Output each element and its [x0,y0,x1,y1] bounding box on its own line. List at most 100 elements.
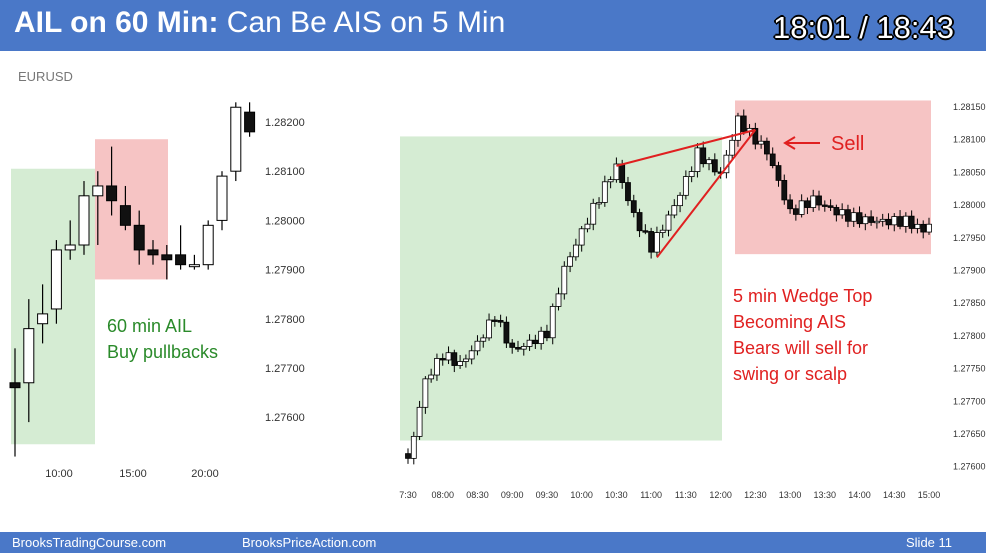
candle-bull [422,378,429,408]
candle-bull [230,106,242,172]
y-tick-label: 1.27900 [953,266,986,276]
candle-bear [532,339,539,345]
candle-bull [596,202,602,205]
candle-bear [711,159,718,173]
candle-bear [897,216,903,227]
candle-bull [735,115,741,141]
candle-bull [601,181,608,203]
candle-bear [868,216,875,223]
wedge-upper-line [616,128,756,167]
x-tick-label: 20:00 [191,468,219,480]
candle-bear [405,453,411,459]
y-tick-label: 1.27600 [953,462,986,472]
candle-bull [810,195,817,208]
candle-bear [740,115,747,132]
y-tick-label: 1.28100 [953,135,986,145]
bull-zone-5min [400,136,722,441]
candle-bull [677,194,683,207]
y-tick-label: 1.27650 [953,429,986,439]
candle-bear [642,230,649,233]
x-tick-label: 10:00 [45,468,73,480]
candle-bear [827,205,834,208]
y-tick-label: 1.28100 [265,166,305,178]
candle-bull [758,140,765,145]
y-tick-label: 1.27700 [265,363,305,375]
candle-bull [729,139,736,156]
x-tick-label: 14:00 [848,490,871,500]
candle-bull [188,264,200,268]
video-timer: 18:01 / 18:43 [773,10,954,45]
candle-bear [630,200,637,213]
candle-bull [682,176,689,196]
candle-bear [781,180,788,201]
candle-bull [428,374,435,380]
candle-bear [175,254,187,266]
candle-bear [752,127,759,145]
footer-center-link: BrooksPriceAction.com [242,535,377,550]
candle-bull [462,358,469,362]
candle-bear [775,165,782,181]
x-tick-label: 10:00 [570,490,593,500]
candle-bull [914,223,921,229]
candle-bull [578,228,585,246]
annotation-5min-line3: Bears will sell for [733,338,868,358]
candle-bear [821,204,828,207]
y-tick-label: 1.27800 [265,314,305,326]
y-tick-label: 1.28000 [953,200,986,210]
candle-bull [549,306,556,339]
candle-bull [92,185,104,197]
annotation-60min-line2: Buy pullbacks [107,342,218,362]
candle-bear [625,182,631,202]
candle-bull [654,232,660,253]
candle-bear [497,320,504,323]
candle-bear [503,321,510,344]
x-tick-label: 11:30 [675,490,697,500]
candle-bear [161,254,173,261]
candle-bear [792,208,799,215]
candle-bull [37,313,49,325]
candle-bull [561,265,568,295]
x-tick-label: 15:00 [918,490,941,500]
candle-bear [769,153,776,166]
candle-bear [833,207,840,216]
candle-bull [567,256,573,267]
x-tick-label: 13:00 [779,490,802,500]
candle-bull [520,346,527,350]
x-tick-label: 12:00 [709,490,732,500]
sell-arrow-head [783,136,796,150]
y-tick-label: 1.27900 [265,265,305,277]
candle-bull [468,350,475,360]
annotation-5min-line2: Becoming AIS [733,312,846,332]
candle-bear [106,185,118,202]
candle-bear [119,205,131,226]
candle-bear [133,224,145,251]
y-tick-label: 1.27850 [953,298,986,308]
candle-bull [584,223,591,230]
candle-bull [445,352,452,361]
candle-bull [862,216,869,225]
y-tick-label: 1.27800 [953,331,986,341]
candle-bull [874,220,880,224]
candle-bear [764,140,770,155]
x-tick-label: 7:30 [399,490,417,500]
candle-bear [885,218,892,226]
x-tick-label: 09:30 [536,490,559,500]
candle-bull [216,175,228,221]
candle-bear [491,319,498,322]
candle-bull [526,339,533,347]
x-tick-label: 08:30 [466,490,489,500]
candle-bull [659,229,666,234]
title-bold: AIL on 60 Min: [14,6,219,39]
candle-bull [486,319,492,339]
annotation-5min-line1: 5 min Wedge Top [733,286,872,306]
candle-bear [619,163,626,183]
x-tick-label: 10:30 [605,490,628,500]
candle-bear [451,352,458,366]
y-tick-label: 1.28200 [265,117,305,129]
candle-bear [920,223,927,233]
y-tick-label: 1.27950 [953,233,986,243]
footer-left-link: BrooksTradingCourse.com [12,535,167,550]
candle-bull [416,406,423,437]
